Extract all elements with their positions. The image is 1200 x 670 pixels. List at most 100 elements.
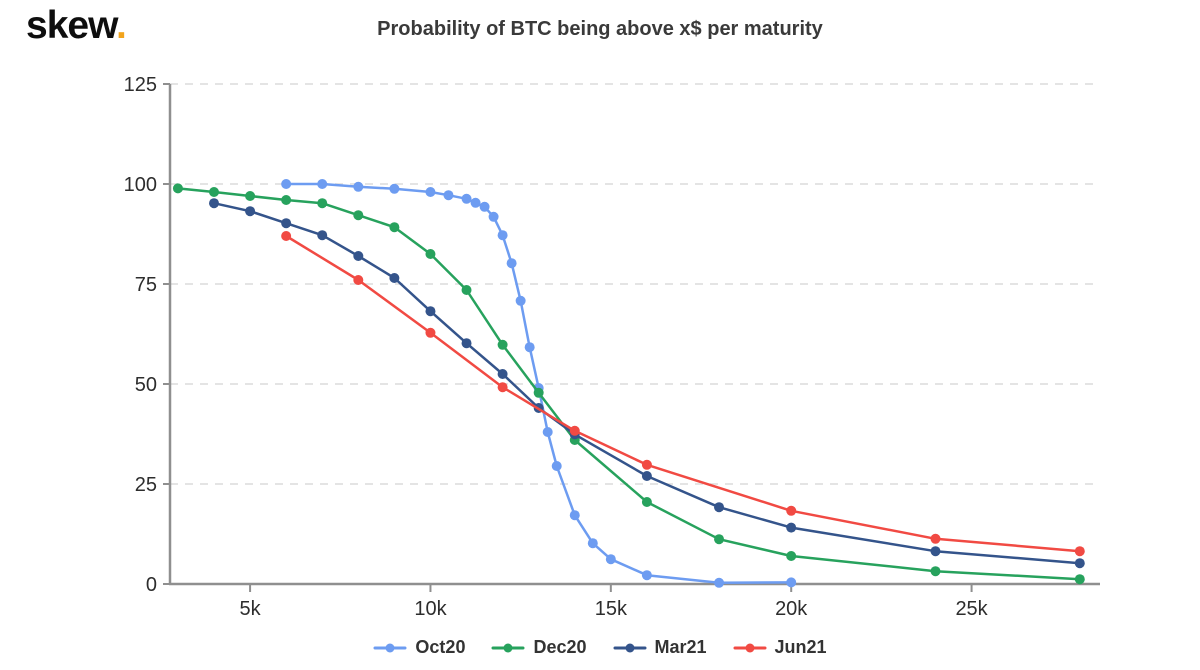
dec20-point [714, 534, 725, 545]
oct20-point [714, 577, 725, 588]
skew-logo: skew. [26, 4, 127, 48]
y-axis-ticks: 0 25 50 75 100 125 [124, 74, 170, 596]
x-tick-label: 20k [775, 598, 808, 620]
oct20-legend-marker [373, 643, 407, 652]
oct20-point [497, 230, 508, 241]
x-tick-label: 5k [240, 598, 262, 620]
mar21-point [714, 502, 725, 513]
oct20-point [443, 190, 454, 201]
chart-title: Probability of BTC being above x$ per ma… [377, 18, 823, 40]
mar21-point [425, 306, 436, 317]
dec20-point [317, 198, 328, 209]
oct20-point [569, 510, 580, 521]
series-jun21 [281, 231, 1085, 557]
y-tick-label: 100 [124, 174, 157, 196]
mar21-point [245, 206, 256, 217]
oct20-point [605, 554, 616, 565]
oct20-point [488, 211, 499, 222]
dec20-point [281, 195, 292, 205]
oct20-point [353, 181, 364, 192]
mar21-legend-marker [613, 643, 646, 652]
mar21-point [209, 198, 220, 209]
mar21-legend-dot [625, 643, 634, 652]
y-tick-label: 50 [135, 374, 157, 396]
skew-logo-text: skew [26, 4, 117, 47]
mar21-point [786, 522, 797, 533]
x-tick-label: 15k [595, 598, 628, 620]
dec20-legend-dot [503, 643, 513, 652]
oct20-point [506, 258, 517, 269]
oct20-point [587, 538, 598, 549]
oct20-point [641, 570, 652, 581]
legend-label-jun21: Jun21 [774, 637, 827, 657]
axes [168, 84, 1100, 586]
dec20-point [930, 566, 941, 577]
skew-logo-dot: . [115, 4, 127, 47]
dec20-point [497, 339, 508, 350]
jun21-point [1074, 546, 1085, 557]
mar21-point [497, 369, 508, 379]
dec20-point [389, 222, 400, 233]
dec20-point [172, 183, 183, 194]
jun21-point [353, 275, 364, 285]
y-tick-label: 75 [135, 274, 157, 296]
dec20-point [461, 285, 472, 295]
series-mar21 [209, 198, 1085, 569]
x-axis-ticks: 5k 10k 15k 20k 25k [240, 584, 989, 620]
dec20-line [176, 187, 1082, 581]
jun21-point [425, 327, 436, 338]
dec20-point [353, 210, 364, 221]
dec20-point [209, 187, 220, 197]
dec20-point [786, 551, 797, 561]
jun21-point [641, 459, 652, 470]
mar21-line [212, 201, 1082, 565]
jun21-point [930, 533, 941, 544]
y-tick-label: 25 [135, 474, 157, 496]
dec20-point [245, 191, 256, 201]
y-gridlines [170, 83, 1100, 485]
dec20-point [1074, 574, 1085, 585]
jun21-legend-marker [733, 643, 767, 652]
y-tick-label: 125 [124, 74, 157, 96]
legend-label-mar21: Mar21 [654, 637, 707, 657]
legend-item-dec20[interactable]: Dec20 [491, 637, 587, 658]
mar21-point [461, 338, 472, 349]
oct20-point [389, 183, 400, 194]
jun21-point [569, 425, 580, 436]
oct20-point [461, 193, 472, 204]
mar21-point [641, 471, 652, 481]
jun21-point [497, 382, 508, 393]
series-dec20 [172, 183, 1085, 585]
oct20-point [542, 427, 553, 437]
y-tick-label: 0 [146, 574, 157, 596]
dec20-point [641, 497, 652, 507]
jun21-point [786, 505, 797, 516]
legend-item-oct20[interactable]: Oct20 [373, 637, 465, 658]
oct20-point [479, 201, 490, 212]
legend-label-oct20: Oct20 [415, 637, 466, 657]
legend-label-dec20: Dec20 [533, 637, 587, 657]
x-tick-label: 25k [955, 598, 988, 620]
oct20-point [524, 342, 535, 353]
mar21-point [317, 230, 328, 241]
mar21-point [389, 273, 400, 283]
dec20-legend-marker [491, 643, 525, 652]
x-tick-label: 10k [414, 598, 447, 620]
oct20-point [317, 179, 328, 189]
oct20-point [470, 197, 481, 208]
mar21-point [930, 546, 941, 557]
oct20-point [425, 187, 436, 197]
mar21-point [1074, 558, 1085, 569]
mar21-point [353, 251, 364, 261]
legend-item-mar21[interactable]: Mar21 [613, 637, 707, 658]
oct20-point [551, 461, 562, 471]
dec20-point [533, 387, 544, 398]
chart-legend: Oct20 Dec20 Mar21 Jun21 [0, 637, 1200, 658]
legend-item-jun21[interactable]: Jun21 [733, 637, 827, 658]
oct20-point [515, 295, 526, 306]
dec20-point [425, 249, 436, 259]
mar21-point [281, 218, 292, 229]
jun21-point [281, 231, 292, 241]
oct20-point [786, 577, 797, 588]
